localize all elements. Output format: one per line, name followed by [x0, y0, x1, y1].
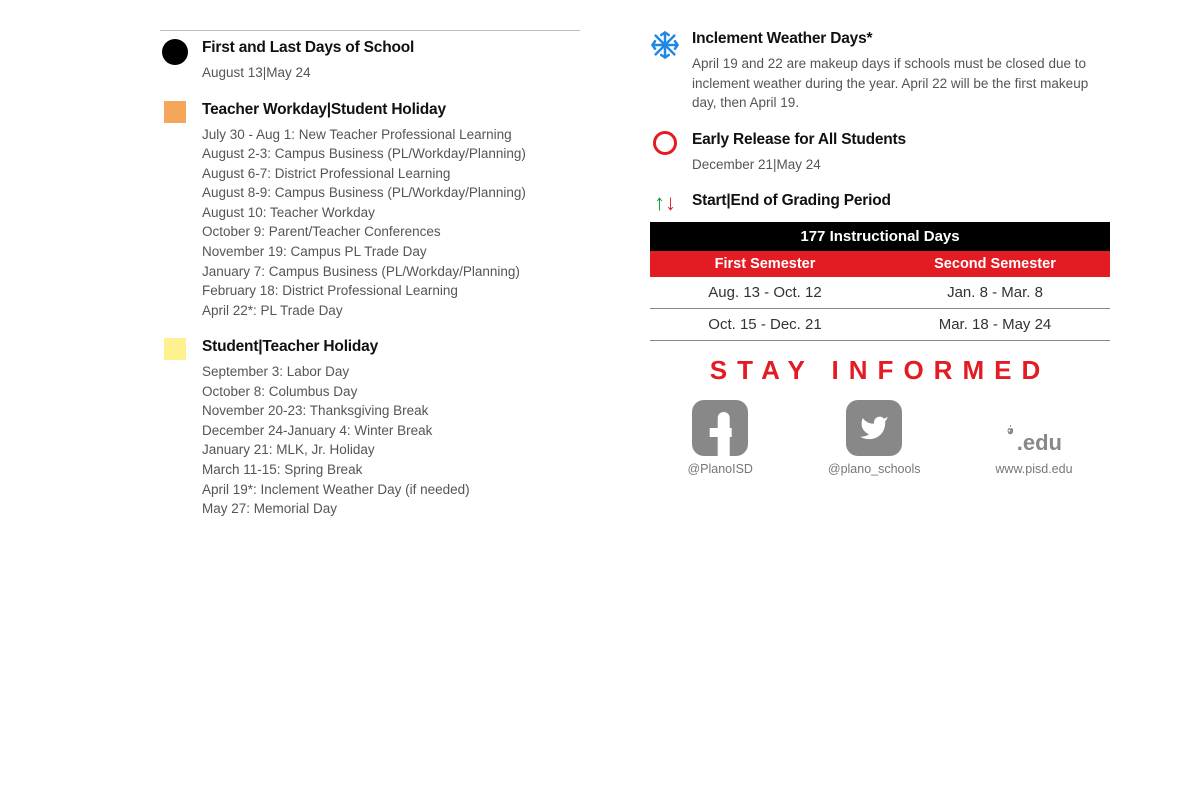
grading-period-table: 177 Instructional Days First Semester Se… — [650, 222, 1110, 341]
workday-line: August 2-3: Campus Business (PL/Workday/… — [202, 144, 580, 164]
legend-weather: Inclement Weather Days* April 19 and 22 … — [650, 30, 1110, 113]
holiday-line: May 27: Memorial Day — [202, 499, 580, 519]
snowflake-icon — [650, 30, 680, 60]
legend-workday: Teacher Workday|Student Holiday July 30 … — [160, 101, 580, 321]
edu-logo-icon: .edu — [1006, 400, 1062, 456]
marker-black-circle — [160, 39, 190, 65]
arrow-down-icon: ↓ — [665, 192, 676, 214]
holiday-line: November 20-23: Thanksgiving Break — [202, 401, 580, 421]
marker-orange-square — [160, 101, 190, 123]
grading-title: Start|End of Grading Period — [692, 192, 1110, 210]
website-item: .edu www.pisd.edu — [995, 400, 1072, 476]
facebook-icon — [692, 400, 748, 456]
workday-line: January 7: Campus Business (PL/Workday/P… — [202, 262, 580, 282]
twitter-item: @plano_schools — [828, 400, 921, 476]
twitter-handle: @plano_schools — [828, 462, 921, 476]
workday-line: April 22*: PL Trade Day — [202, 301, 580, 321]
left-column: First and Last Days of School August 13|… — [160, 30, 580, 537]
workday-lines: July 30 - Aug 1: New Teacher Professiona… — [202, 125, 580, 321]
workday-line: October 9: Parent/Teacher Conferences — [202, 222, 580, 242]
marker-red-circle — [650, 131, 680, 155]
right-column: Inclement Weather Days* April 19 and 22 … — [650, 30, 1110, 537]
workday-line: July 30 - Aug 1: New Teacher Professiona… — [202, 125, 580, 145]
holiday-line: April 19*: Inclement Weather Day (if nee… — [202, 480, 580, 500]
calendar-legend: First and Last Days of School August 13|… — [160, 30, 1133, 537]
workday-line: August 8-9: Campus Business (PL/Workday/… — [202, 183, 580, 203]
workday-line: November 19: Campus PL Trade Day — [202, 242, 580, 262]
social-row: @PlanoISD @plano_schools .edu — [650, 400, 1110, 476]
holiday-lines: September 3: Labor Day October 8: Columb… — [202, 362, 580, 519]
holiday-line: October 8: Columbus Day — [202, 382, 580, 402]
facebook-handle: @PlanoISD — [687, 462, 753, 476]
arrow-up-icon: ↑ — [654, 192, 665, 214]
workday-line: February 18: District Professional Learn… — [202, 281, 580, 301]
stay-informed-heading: STAY INFORMED — [650, 355, 1110, 386]
workday-line: August 6-7: District Professional Learni… — [202, 164, 580, 184]
early-release-desc: December 21|May 24 — [692, 155, 1110, 175]
early-release-title: Early Release for All Students — [692, 131, 1110, 149]
holiday-line: March 11-15: Spring Break — [202, 460, 580, 480]
table-cell: Mar. 18 - May 24 — [880, 309, 1110, 341]
table-cell: Jan. 8 - Mar. 8 — [880, 277, 1110, 309]
holiday-title: Student|Teacher Holiday — [202, 338, 580, 356]
facebook-item: @PlanoISD — [687, 400, 753, 476]
legend-first-last: First and Last Days of School August 13|… — [160, 39, 580, 83]
twitter-icon — [846, 400, 902, 456]
workday-line: August 10: Teacher Workday — [202, 203, 580, 223]
legend-holiday: Student|Teacher Holiday September 3: Lab… — [160, 338, 580, 519]
arrows-icon: ↑ ↓ — [650, 192, 680, 214]
table-cell: Oct. 15 - Dec. 21 — [650, 309, 880, 341]
sem1-label: First Semester — [650, 251, 880, 277]
first-last-desc: August 13|May 24 — [202, 63, 580, 83]
marker-yellow-square — [160, 338, 190, 360]
edu-suffix: .edu — [1017, 430, 1062, 456]
legend-early-release: Early Release for All Students December … — [650, 131, 1110, 175]
table-cell: Aug. 13 - Oct. 12 — [650, 277, 880, 309]
holiday-line: September 3: Labor Day — [202, 362, 580, 382]
weather-title: Inclement Weather Days* — [692, 30, 1110, 48]
website-url: www.pisd.edu — [995, 462, 1072, 476]
legend-grading: ↑ ↓ Start|End of Grading Period — [650, 192, 1110, 216]
weather-desc: April 19 and 22 are makeup days if schoo… — [692, 54, 1110, 113]
table-header: 177 Instructional Days — [650, 222, 1110, 251]
workday-title: Teacher Workday|Student Holiday — [202, 101, 580, 119]
first-last-title: First and Last Days of School — [202, 39, 580, 57]
sem2-label: Second Semester — [880, 251, 1110, 277]
holiday-line: January 21: MLK, Jr. Holiday — [202, 440, 580, 460]
holiday-line: December 24-January 4: Winter Break — [202, 421, 580, 441]
